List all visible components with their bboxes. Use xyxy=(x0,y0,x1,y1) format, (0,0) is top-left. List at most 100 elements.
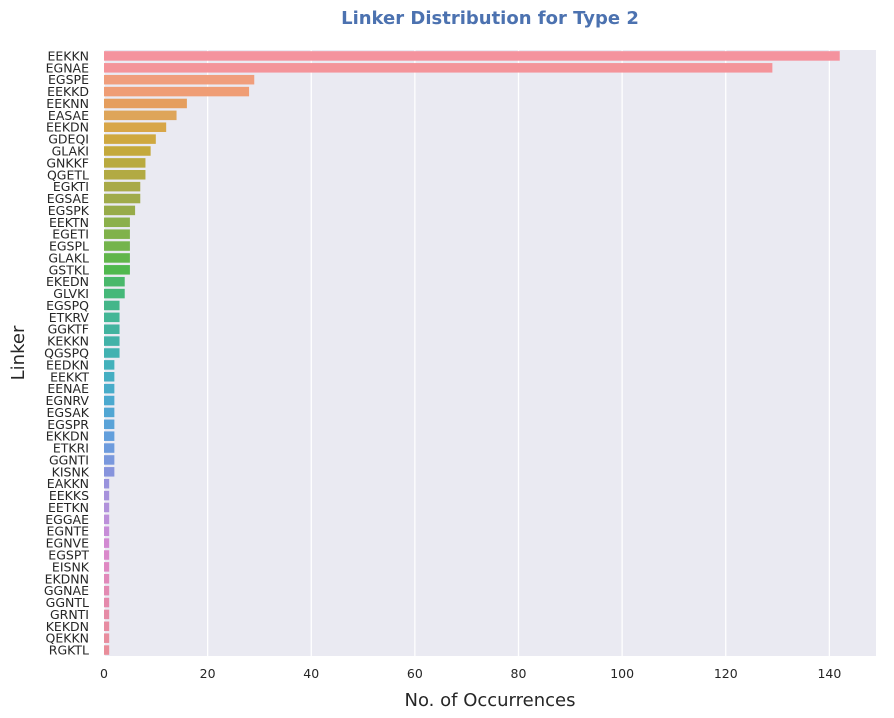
bar xyxy=(104,63,773,73)
category-label: EEKNN xyxy=(46,96,89,111)
bar xyxy=(104,574,110,584)
gridlines xyxy=(103,50,831,656)
category-label: EGSPE xyxy=(48,72,89,87)
plot-area xyxy=(104,50,876,656)
bar xyxy=(104,348,120,358)
x-tick-label: 0 xyxy=(100,666,108,681)
category-label: GGNTL xyxy=(46,595,89,610)
category-label: KEKKN xyxy=(47,334,89,349)
x-tick-label: 20 xyxy=(200,666,216,681)
category-label: EETKN xyxy=(48,500,89,515)
x-tick-labels: 0 20 40 60 80 100 120 140 xyxy=(100,666,841,681)
bar xyxy=(104,181,141,192)
bar xyxy=(104,158,146,168)
bar xyxy=(104,122,167,132)
category-label: GSTKL xyxy=(49,262,89,277)
bar xyxy=(104,217,130,228)
x-tick-label: 80 xyxy=(511,666,527,681)
bar xyxy=(104,360,115,370)
category-label: ETKRI xyxy=(53,441,89,456)
category-label: EKKDN xyxy=(46,429,89,444)
bar xyxy=(104,621,110,632)
bar xyxy=(104,502,110,513)
bar xyxy=(104,324,120,334)
category-label: EGETI xyxy=(52,227,89,242)
bar xyxy=(104,372,115,382)
bar xyxy=(104,455,115,465)
category-label: GNKKF xyxy=(46,155,89,170)
bar xyxy=(104,490,110,501)
category-label: ETKRV xyxy=(49,310,90,325)
x-tick-label: 100 xyxy=(610,666,634,681)
bars xyxy=(104,51,840,655)
category-label: EEKKN xyxy=(47,48,89,63)
bar xyxy=(104,134,156,144)
category-label: EEKKT xyxy=(50,369,89,384)
bar xyxy=(104,193,141,204)
bar xyxy=(104,312,120,323)
category-label: GGNTI xyxy=(49,452,89,467)
category-label: EGNTE xyxy=(47,524,90,539)
category-label: EASAE xyxy=(48,108,89,123)
category-label: EGSPR xyxy=(47,417,89,432)
category-label: EEKKS xyxy=(49,488,89,503)
category-label: EGNVE xyxy=(46,536,89,551)
category-label: EEKDN xyxy=(46,120,89,135)
x-tick-label: 120 xyxy=(714,666,738,681)
bar xyxy=(104,51,840,61)
category-label: EGSPT xyxy=(48,548,89,563)
bar xyxy=(104,597,110,608)
category-label: QEKKN xyxy=(46,631,89,646)
x-axis-label: No. of Occurrences xyxy=(405,690,576,711)
bar xyxy=(104,300,120,311)
category-label: GGNAE xyxy=(44,583,89,598)
bar xyxy=(104,241,130,251)
y-axis-label: Linker xyxy=(8,325,29,380)
category-label: RGKTL xyxy=(49,643,89,658)
bar xyxy=(104,288,125,299)
category-label: EGGAE xyxy=(45,512,89,527)
bar xyxy=(104,276,125,287)
bar xyxy=(104,86,250,97)
category-label: EISNK xyxy=(52,559,90,574)
category-label: EGNAE xyxy=(46,60,89,75)
bar xyxy=(104,170,146,180)
category-label: EGSPK xyxy=(48,203,90,218)
category-label: EKEDN xyxy=(46,274,89,289)
bar xyxy=(104,205,136,216)
category-label: EGKTI xyxy=(53,179,89,194)
bar xyxy=(104,514,110,525)
category-label: EGNRV xyxy=(46,393,90,408)
category-label: EGSPL xyxy=(49,239,89,254)
category-label: EKDNN xyxy=(45,571,89,586)
category-label: KEKDN xyxy=(46,619,89,634)
x-tick-label: 60 xyxy=(407,666,423,681)
bar xyxy=(104,550,110,560)
category-label: EGSAE xyxy=(47,191,89,206)
bar xyxy=(104,74,255,85)
bar xyxy=(104,633,110,643)
bar xyxy=(104,431,115,441)
bar xyxy=(104,609,110,620)
bar xyxy=(104,562,110,572)
category-label: GDEQI xyxy=(48,132,89,147)
category-label: EGSPQ xyxy=(46,298,89,313)
bar xyxy=(104,395,115,406)
bar xyxy=(104,407,115,418)
bar xyxy=(104,467,115,477)
category-label: EEKKD xyxy=(47,84,89,99)
category-label: EGSAK xyxy=(47,405,90,420)
bar xyxy=(104,383,115,394)
category-label: QGSPQ xyxy=(44,346,89,361)
category-label: QGETL xyxy=(47,167,89,182)
bar xyxy=(104,419,115,430)
bar xyxy=(104,538,110,548)
bar xyxy=(104,526,110,536)
bar xyxy=(104,336,120,346)
category-label: GRNTI xyxy=(50,607,89,622)
bar xyxy=(104,253,130,263)
category-label: EAKKN xyxy=(47,476,89,491)
bar xyxy=(104,229,130,239)
category-label: GGKTF xyxy=(48,322,89,337)
